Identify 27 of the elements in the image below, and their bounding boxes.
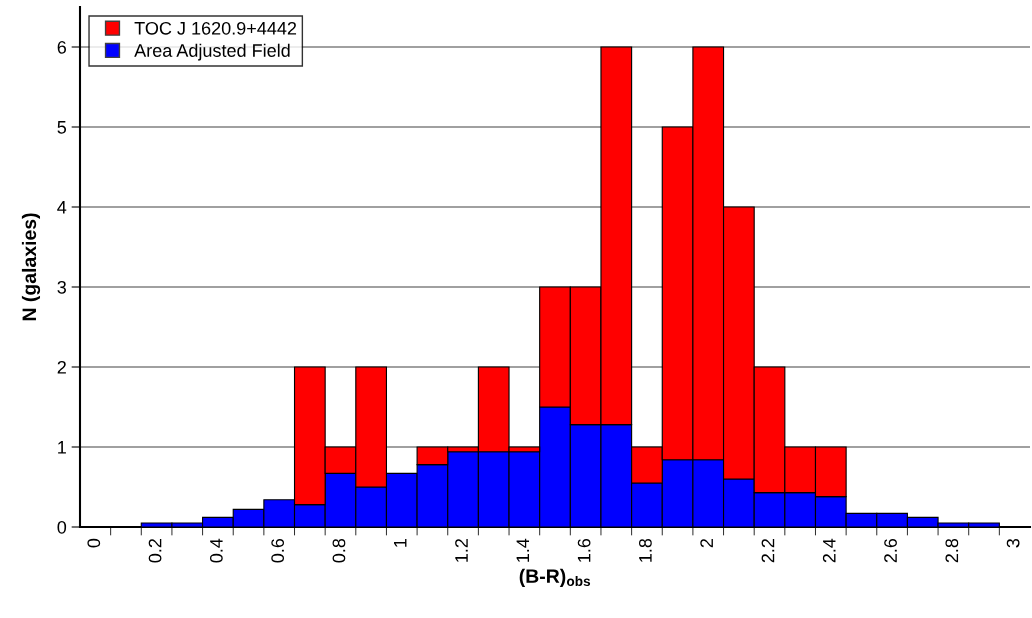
legend-label: Area Adjusted Field xyxy=(134,43,290,61)
y-tick-label: 4 xyxy=(57,201,67,214)
x-tick-label: 0.8 xyxy=(332,538,346,563)
legend-label: TOC J 1620.9+4442 xyxy=(134,21,297,35)
x-tick-label: 2 xyxy=(700,539,713,548)
x-tick-label: 0 xyxy=(87,538,101,548)
y-tick-label: 5 xyxy=(57,121,67,134)
x-tick-label: 3 xyxy=(1006,538,1020,548)
y-tick-label: 1 xyxy=(58,441,66,454)
x-axis-title: (B-R)$_{obs}$ xyxy=(519,568,591,587)
y-axis-title: N (galaxies) xyxy=(21,213,41,321)
x-tick-label: 1.6 xyxy=(577,538,591,562)
x-tick-label: 0.2 xyxy=(148,539,162,563)
x-tick-label: 2.6 xyxy=(884,538,897,563)
y-tick-label: 2 xyxy=(57,360,66,374)
x-tick-label: 1.4 xyxy=(516,538,530,562)
x-tick-label: 2.8 xyxy=(945,538,959,563)
y-tick-label: 3 xyxy=(57,280,67,294)
x-tick-label: 1.8 xyxy=(639,538,652,562)
y-tick-label: 6 xyxy=(57,40,67,54)
x-tick-label: 0.4 xyxy=(209,538,223,563)
x-tick-label: 1.2 xyxy=(455,539,468,562)
x-tick-label: 0.6 xyxy=(271,538,285,563)
y-tick-label: 0 xyxy=(57,520,67,534)
x-tick-label: 2.2 xyxy=(761,539,775,563)
x-tick-label: 2.4 xyxy=(822,538,836,563)
x-tick-label: 1 xyxy=(394,538,407,547)
